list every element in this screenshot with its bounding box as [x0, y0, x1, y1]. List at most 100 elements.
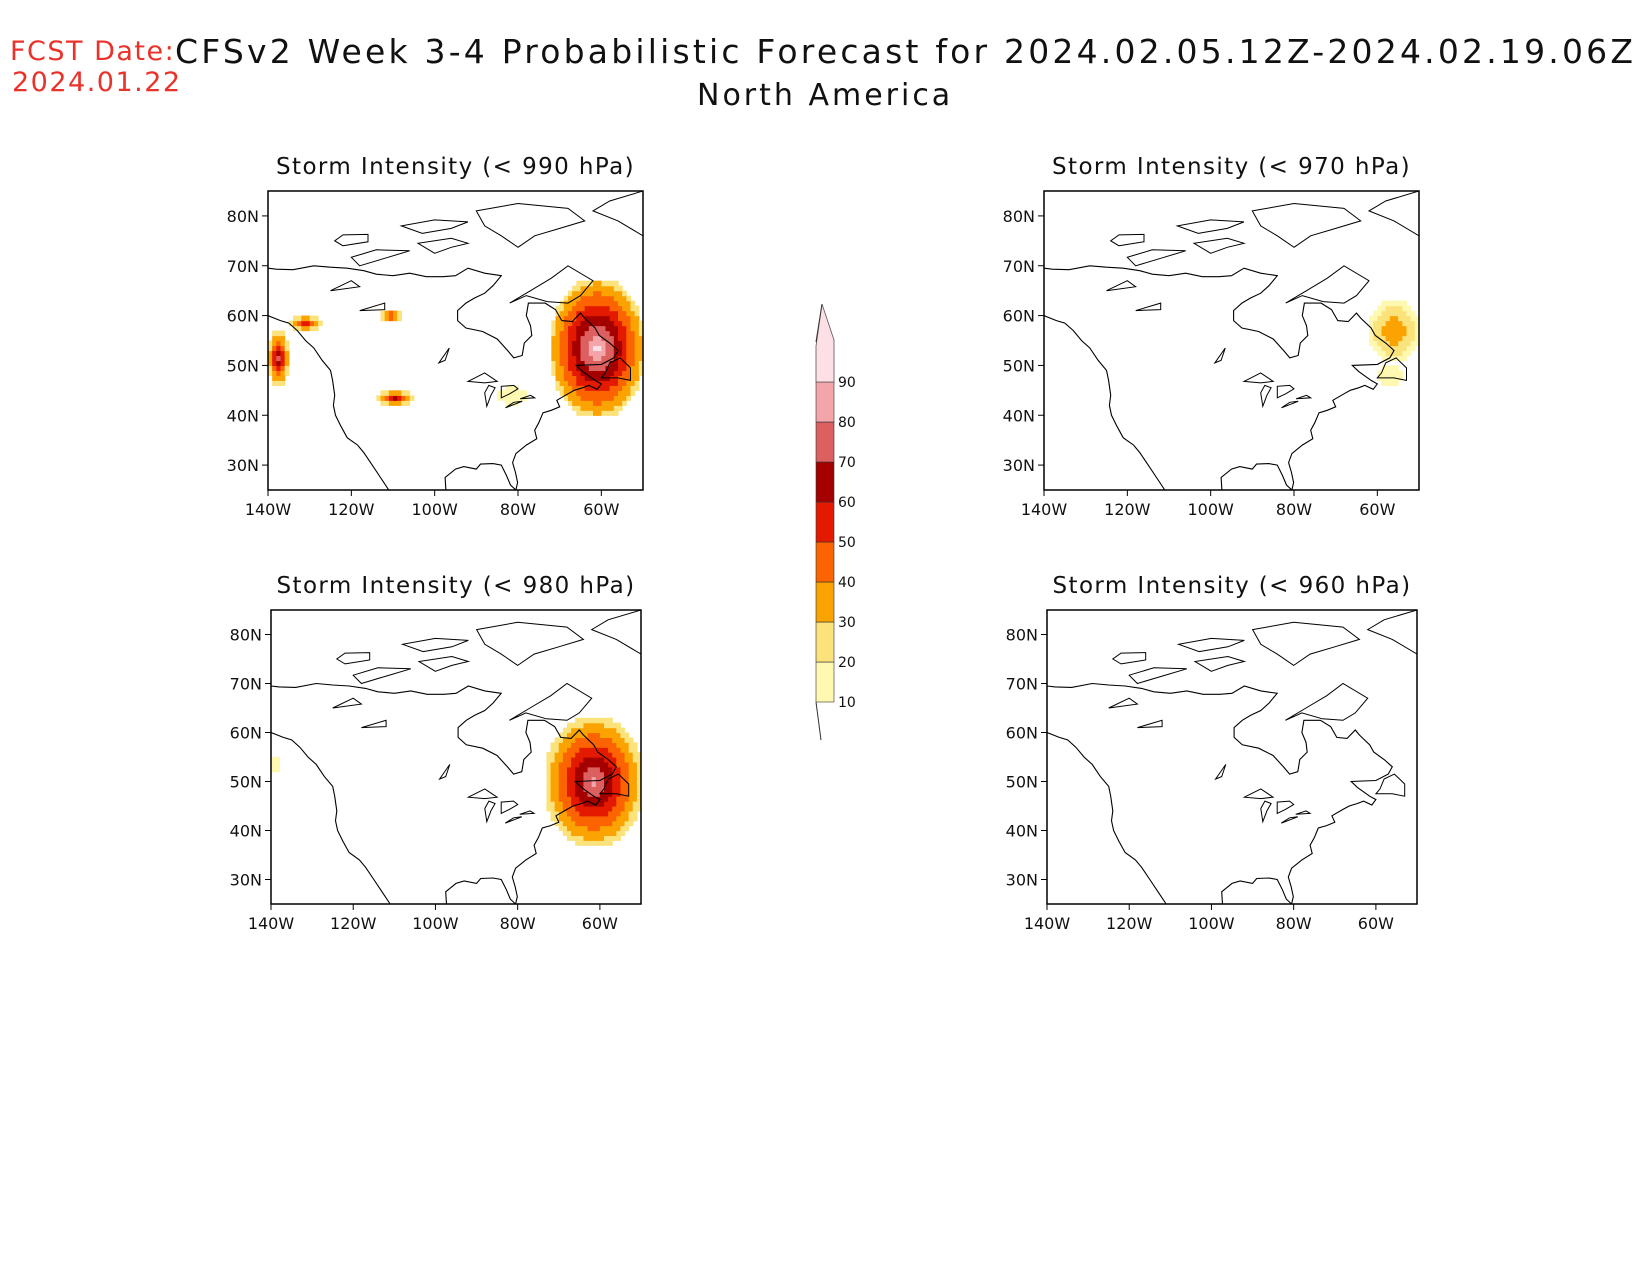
probability-cell [558, 747, 564, 753]
probability-cell [1389, 330, 1395, 337]
coastline-feature [1376, 357, 1407, 382]
probability-cell [583, 810, 589, 817]
probability-cell [562, 806, 568, 812]
probability-cell [605, 295, 611, 302]
probability-cell [612, 801, 617, 807]
probability-cell [638, 365, 643, 371]
probability-cell [624, 757, 630, 763]
probability-cell [634, 310, 640, 317]
probability-cell [609, 300, 615, 307]
probability-cell [576, 335, 582, 342]
probability-cell [384, 400, 390, 406]
probability-cell [605, 360, 611, 367]
legend-swatch [815, 461, 835, 503]
probability-cell [1377, 325, 1383, 332]
probability-cell [563, 320, 569, 327]
probability-cell [579, 761, 585, 768]
probability-cell [1394, 335, 1399, 342]
probability-cell [376, 395, 382, 401]
probability-cell [608, 742, 613, 748]
probability-cell [605, 335, 611, 342]
probability-cell [604, 801, 609, 807]
legend-swatch [815, 501, 835, 543]
probability-cell [588, 405, 594, 411]
coastline-feature [352, 667, 411, 685]
probability-cell [554, 761, 560, 768]
probability-cell [599, 747, 605, 753]
probability-cell [593, 335, 598, 342]
probability-cell [572, 360, 577, 367]
probability-cell [599, 820, 605, 827]
probability-cell [613, 385, 619, 391]
probability-cell [559, 320, 565, 327]
probability-cell [558, 791, 564, 797]
probability-cell [572, 320, 577, 327]
probability-cell [567, 752, 572, 758]
probability-cell [597, 285, 602, 292]
probability-cell [1373, 315, 1378, 322]
probability-cell [588, 355, 594, 362]
probability-cell [388, 390, 394, 396]
probability-cell [620, 727, 626, 734]
probability-cell [591, 737, 597, 743]
lat-tick-label: 70N [227, 257, 259, 276]
probability-cell [558, 771, 564, 778]
lat-tick-label: 30N [227, 456, 259, 475]
probability-cell [616, 747, 622, 753]
probability-cell [559, 365, 565, 371]
map-frame [1046, 609, 1418, 905]
probability-cell [576, 290, 582, 297]
probability-cell [1398, 330, 1403, 337]
probability-cell [509, 395, 515, 401]
probability-cell [620, 752, 626, 758]
probability-cell [575, 717, 580, 724]
probability-cell [558, 761, 564, 768]
probability-cell [554, 752, 560, 758]
probability-cell [613, 325, 619, 332]
probability-cell [608, 776, 613, 783]
probability-cell [1398, 300, 1403, 307]
probability-cell [618, 350, 623, 357]
probability-cell [605, 305, 611, 312]
probability-cell [593, 340, 598, 347]
probability-cell [591, 835, 597, 841]
probability-cell [616, 786, 622, 792]
probability-cell [550, 776, 556, 783]
probability-cell [576, 360, 582, 367]
probability-cell [599, 801, 605, 807]
probability-cell [618, 405, 623, 411]
probability-cell [1377, 305, 1383, 312]
probability-cell [554, 786, 560, 792]
probability-cell [1402, 325, 1408, 332]
probability-cell [576, 305, 582, 312]
probability-cell [580, 325, 586, 332]
probability-cell [280, 365, 286, 371]
probability-cell [1385, 300, 1391, 307]
probability-cell [1394, 315, 1399, 322]
probability-cell [555, 360, 561, 367]
page-title: CFSv2 Week 3-4 Probabilistic Forecast fo… [175, 32, 1637, 71]
probability-cell [620, 732, 626, 738]
coastline-feature [1126, 249, 1186, 267]
probability-cell [268, 365, 273, 371]
lat-tick-label: 70N [230, 675, 262, 694]
probability-cell [612, 781, 617, 787]
probability-cell [595, 820, 601, 827]
probability-cell [584, 360, 590, 367]
probability-cell [563, 355, 569, 362]
probability-cell [555, 320, 561, 327]
probability-cell [587, 840, 593, 846]
probability-cell [595, 781, 601, 787]
probability-cell [1385, 370, 1391, 376]
lat-tick-label: 70N [1006, 675, 1038, 694]
probability-cell [1389, 340, 1395, 347]
probability-cell [636, 776, 641, 783]
lat-tick-label: 50N [227, 356, 259, 375]
probability-cell [388, 310, 394, 317]
probability-cell [601, 340, 607, 347]
probability-cell [572, 400, 577, 406]
probability-cell [588, 360, 594, 367]
probability-cell [563, 385, 569, 391]
probability-cell [268, 370, 273, 376]
probability-cell [558, 776, 564, 783]
